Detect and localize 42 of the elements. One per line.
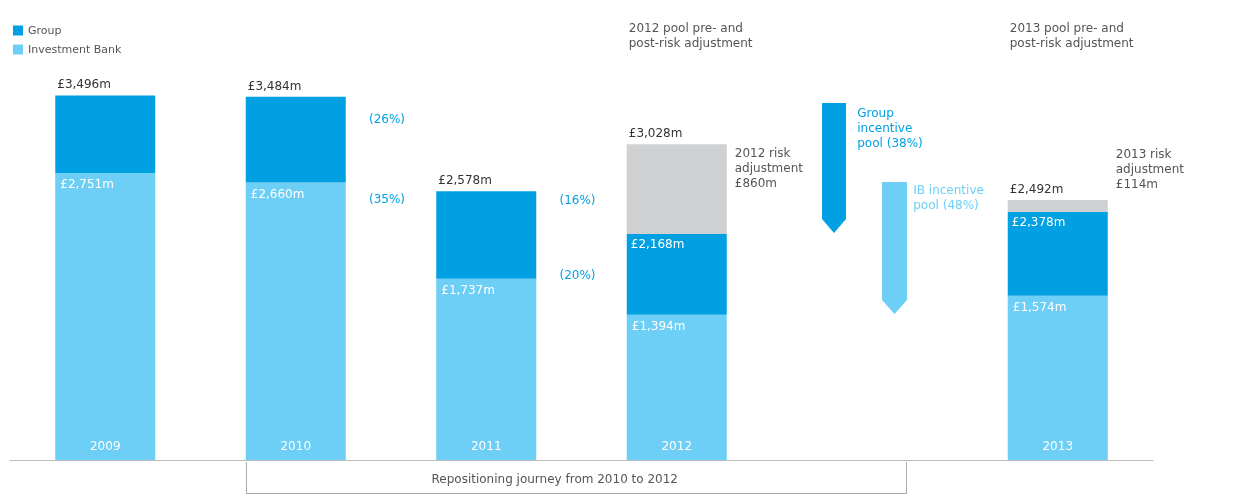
bar — [436, 191, 537, 279]
total-label: £3,484m — [247, 78, 302, 93]
annotation: £2,378m — [1011, 215, 1066, 230]
annotation: Group incentive pool (38%) — [857, 105, 923, 150]
annotation: 2013 risk adjustment £114m — [1115, 146, 1188, 191]
annotation: (35%) — [369, 191, 406, 206]
annotation: IB incentive pool (48%) — [913, 182, 988, 212]
x-tick-label: 2011 — [470, 439, 502, 453]
annotation: (16%) — [559, 192, 596, 207]
annotation: (26%) — [369, 111, 406, 126]
total-label: £3,496m — [57, 77, 111, 92]
x-tick-label: 2013 — [1042, 439, 1074, 453]
bar — [55, 95, 156, 174]
bar — [245, 182, 346, 460]
data-label: £1,737m — [441, 282, 495, 297]
bar — [626, 144, 727, 234]
total-label: £3,028m — [628, 126, 683, 141]
legend-label: Investment Bank — [28, 43, 123, 56]
text: Repositioning journey from 2010 to 2012 — [431, 471, 678, 486]
bar — [626, 233, 727, 315]
bar — [626, 314, 727, 460]
annotation: 2012 risk adjustment £860m — [734, 145, 807, 190]
x-tick-label: 2009 — [89, 439, 121, 453]
text: 2013 pool pre- and post-risk adjustment — [1009, 20, 1134, 50]
data-label: £1,394m — [631, 318, 686, 333]
annotation: £2,168m — [630, 236, 685, 251]
bar — [436, 278, 537, 460]
annotation: (20%) — [559, 267, 596, 282]
legend-label: Group — [28, 24, 62, 37]
bar — [55, 173, 156, 460]
data-label: £1,574m — [1012, 299, 1067, 314]
x-tick-label: 2010 — [280, 439, 312, 453]
data-label: £2,660m — [250, 186, 305, 201]
bar — [1007, 200, 1108, 213]
bar — [1007, 295, 1108, 460]
total-label: £2,578m — [438, 173, 492, 188]
total-label: £2,492m — [1009, 182, 1064, 197]
data-label: £2,751m — [60, 177, 114, 192]
bar — [245, 96, 346, 183]
bar — [1007, 212, 1108, 296]
text: 2012 pool pre- and post-risk adjustment — [628, 20, 753, 50]
x-tick-label: 2012 — [661, 439, 693, 453]
